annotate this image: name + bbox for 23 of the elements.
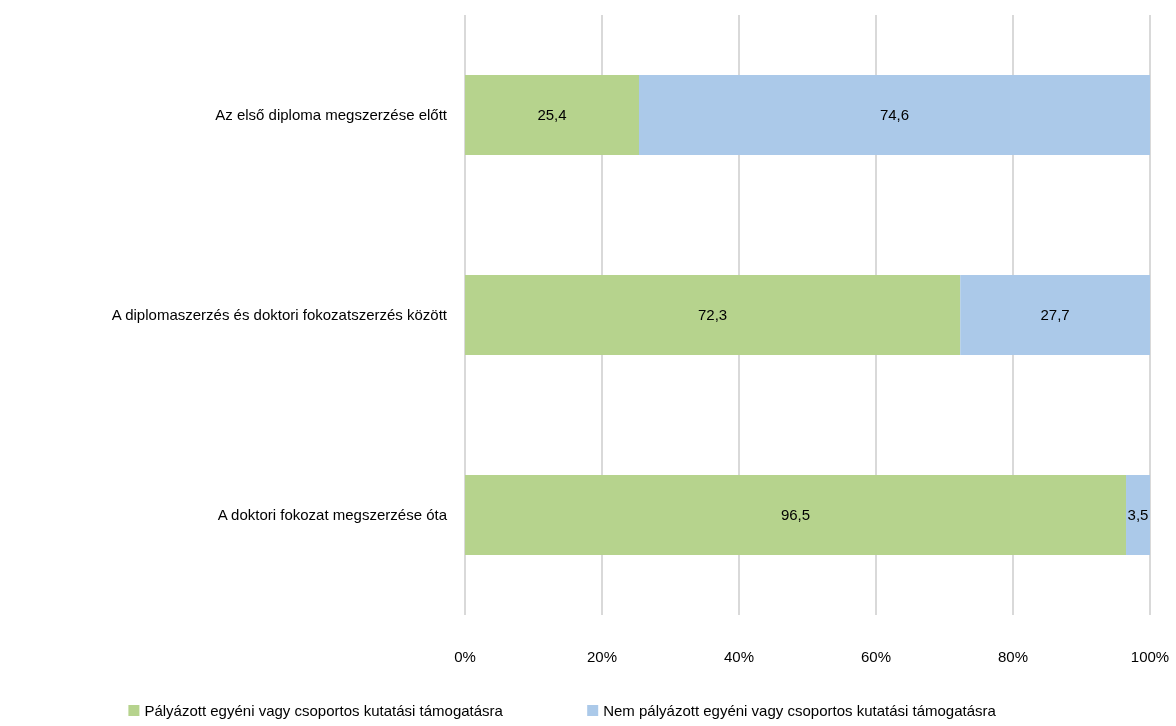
bar: [638, 75, 1150, 155]
legend-label: Pályázott egyéni vagy csoportos kutatási támogatásra: [144, 702, 504, 719]
x-tick-label: 0%: [454, 648, 476, 665]
y-tick-label: Az első diploma megszerzése előtt: [215, 106, 448, 124]
x-tick-label: 40%: [723, 648, 755, 665]
data-label: 3,5: [1127, 506, 1149, 524]
x-tick-label: 100%: [1130, 648, 1170, 665]
bar: [465, 75, 639, 155]
data-label: 74,6: [879, 106, 910, 124]
legend-label: Nem pályázott egyéni vagy csoportos kutatási támogatásra: [603, 702, 997, 719]
y-tick-label: A diplomaszerzés és doktori fokozatszerzés között: [111, 306, 448, 324]
data-label: 96,5: [780, 506, 811, 524]
bar: [960, 275, 1150, 355]
y-tick-label: A doktori fokozat megszerzése óta: [217, 506, 448, 524]
data-label: 27,7: [1040, 306, 1070, 324]
bar: [465, 275, 961, 355]
x-tick-label: 20%: [586, 648, 618, 665]
x-tick-label: 80%: [997, 648, 1029, 665]
bar: [465, 475, 1127, 555]
data-label: 72,3: [698, 306, 728, 324]
data-label: 25,4: [537, 106, 567, 124]
x-tick-label: 60%: [860, 648, 892, 665]
bar: [1126, 475, 1150, 555]
